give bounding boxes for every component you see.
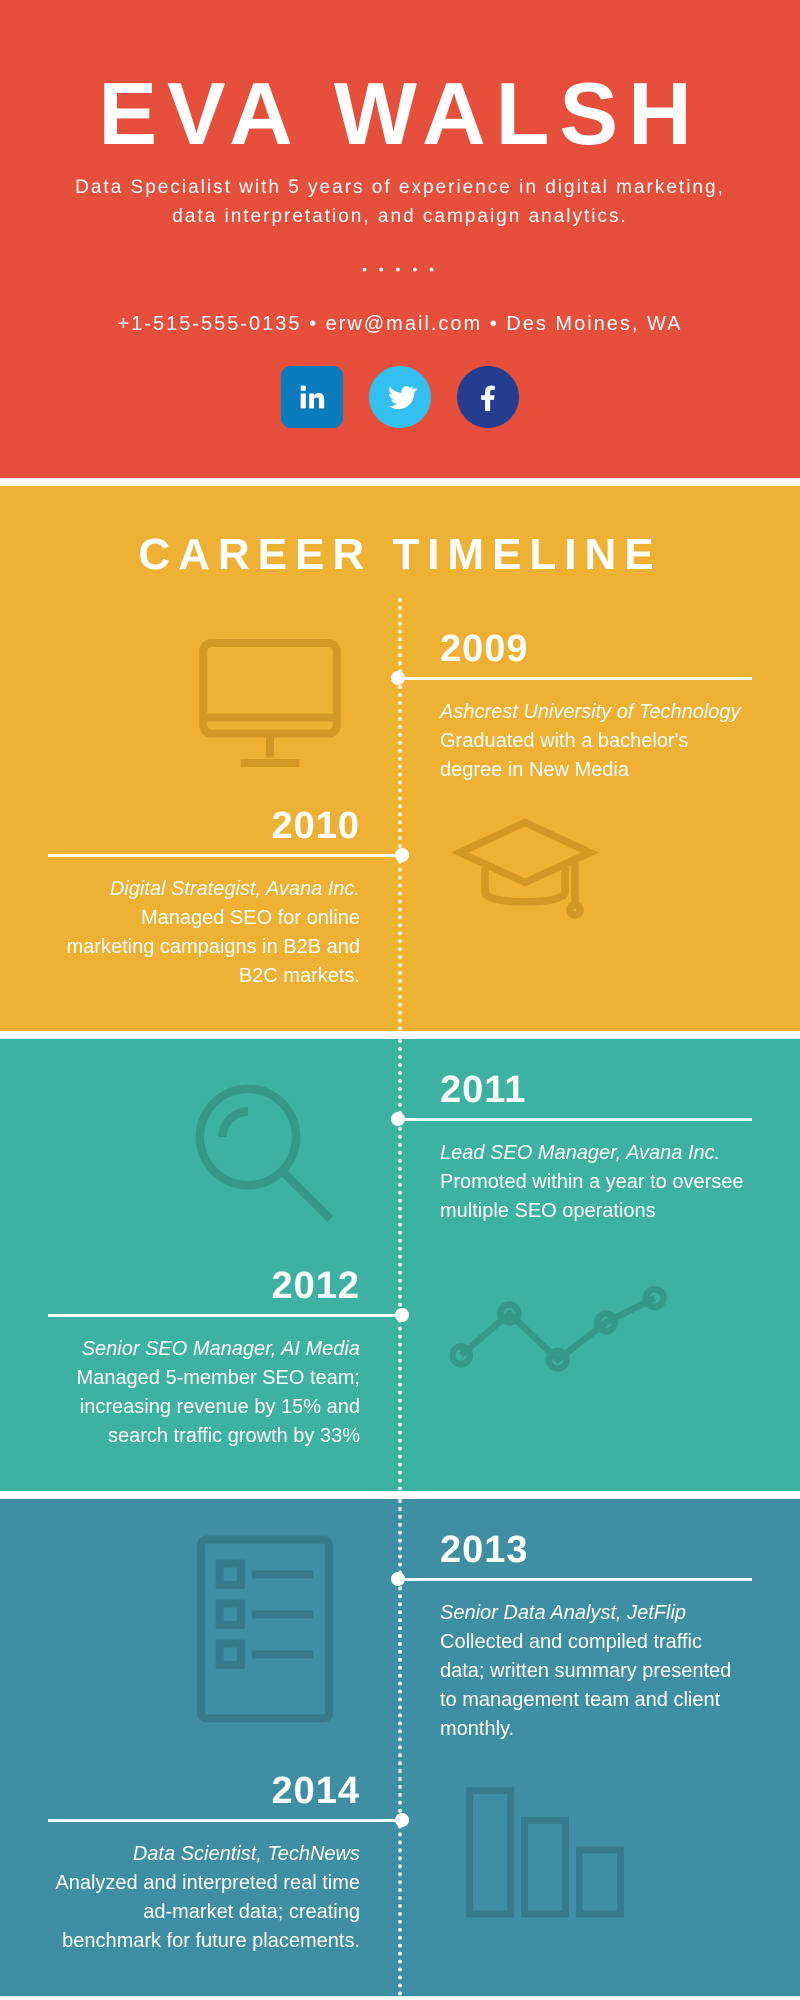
year-label: 2013 <box>440 1529 752 1572</box>
timeline-panel-2013-2014: 2013 Senior Data Analyst, JetFlip Collec… <box>0 1499 800 1996</box>
tagline: Data Specialist with 5 years of experien… <box>60 174 740 231</box>
header: EVA WALSH Data Specialist with 5 years o… <box>0 0 800 478</box>
career-title-strip: CAREER TIMELINE <box>0 486 800 598</box>
entry-role: Senior SEO Manager, AI Media <box>48 1335 360 1364</box>
entry-2014: 2014 Data Scientist, TechNews Analyzed a… <box>48 1770 400 1956</box>
twitter-icon[interactable] <box>369 366 431 428</box>
entry-role: Data Scientist, TechNews <box>48 1840 360 1869</box>
career-title: CAREER TIMELINE <box>0 530 800 580</box>
entry-role: Lead SEO Manager, Avana Inc. <box>440 1139 752 1168</box>
social-row <box>50 366 750 428</box>
magnifier-icon <box>180 1069 350 1239</box>
year-label: 2009 <box>440 628 752 671</box>
facebook-icon[interactable] <box>457 366 519 428</box>
year-label: 2011 <box>440 1069 752 1112</box>
timeline-hline <box>400 1118 752 1121</box>
section-gap <box>0 478 800 486</box>
entry-2013: 2013 Senior Data Analyst, JetFlip Collec… <box>400 1529 752 1744</box>
section-gap <box>0 1031 800 1039</box>
icon-monitor-slot <box>48 628 400 778</box>
icon-gradcap-slot <box>400 805 752 935</box>
monitor-icon <box>190 628 350 778</box>
icon-barchart-slot <box>400 1770 752 1930</box>
entry-2011: 2011 Lead SEO Manager, Avana Inc. Promot… <box>400 1069 752 1226</box>
entry-role: Senior Data Analyst, JetFlip <box>440 1599 752 1628</box>
entry-desc: Managed SEO for online marketing campaig… <box>48 904 360 991</box>
entry-desc: Managed 5-member SEO team; increasing re… <box>48 1364 360 1451</box>
timeline-panel-2011-2012: 2011 Lead SEO Manager, Avana Inc. Promot… <box>0 1039 800 1491</box>
timeline-hline <box>48 854 400 857</box>
year-label: 2014 <box>48 1770 360 1813</box>
person-name: EVA WALSH <box>50 70 750 158</box>
linkedin-icon[interactable] <box>281 366 343 428</box>
section-gap <box>0 1491 800 1499</box>
checklist-icon <box>180 1529 350 1729</box>
entry-role: Digital Strategist, Avana Inc. <box>48 875 360 904</box>
entry-desc: Graduated with a bachelor's degree in Ne… <box>440 727 752 785</box>
icon-linechart-slot <box>400 1265 752 1395</box>
entry-role: Ashcrest University of Technology <box>440 698 752 727</box>
year-label: 2010 <box>48 805 360 848</box>
entry-2012: 2012 Senior SEO Manager, AI Media Manage… <box>48 1265 400 1451</box>
line-chart-icon <box>450 1265 670 1395</box>
entry-2009: 2009 Ashcrest University of Technology G… <box>400 628 752 785</box>
icon-checklist-slot <box>48 1529 400 1729</box>
entry-desc: Analyzed and interpreted real time ad-ma… <box>48 1869 360 1956</box>
icon-magnifier-slot <box>48 1069 400 1239</box>
bar-chart-icon <box>450 1770 640 1930</box>
timeline-hline <box>48 1314 400 1317</box>
contact-line: +1-515-555-0135 • erw@mail.com • Des Moi… <box>50 313 750 336</box>
year-label: 2012 <box>48 1265 360 1308</box>
divider-dots: • • • • • <box>50 261 750 277</box>
timeline-hline <box>48 1819 400 1822</box>
timeline-hline <box>400 1578 752 1581</box>
timeline-panel-2009-2010: 2009 Ashcrest University of Technology G… <box>0 598 800 1031</box>
entry-desc: Promoted within a year to oversee multip… <box>440 1168 752 1226</box>
grad-cap-icon <box>450 805 600 935</box>
timeline-hline <box>400 677 752 680</box>
entry-2010: 2010 Digital Strategist, Avana Inc. Mana… <box>48 805 400 991</box>
entry-desc: Collected and compiled traffic data; wri… <box>440 1628 752 1744</box>
